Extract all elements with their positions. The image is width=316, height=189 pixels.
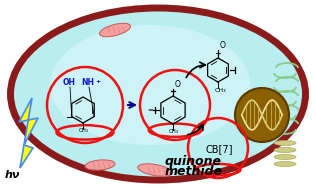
Text: hν: hν (5, 170, 21, 180)
Text: CH₃: CH₃ (215, 88, 227, 93)
Text: OH: OH (63, 78, 76, 87)
Text: CH₃: CH₃ (169, 129, 179, 134)
Ellipse shape (10, 8, 306, 180)
Text: =: = (147, 107, 153, 113)
Ellipse shape (274, 147, 296, 153)
Ellipse shape (100, 23, 131, 37)
Text: CH₃: CH₃ (79, 128, 89, 133)
Text: methide: methide (165, 165, 223, 178)
Ellipse shape (274, 154, 296, 160)
Ellipse shape (274, 161, 296, 167)
Ellipse shape (274, 140, 296, 146)
Text: +: + (95, 79, 100, 84)
Text: quinone: quinone (165, 155, 222, 168)
Ellipse shape (50, 25, 250, 145)
Ellipse shape (138, 164, 172, 176)
Text: O: O (220, 41, 226, 50)
Circle shape (235, 88, 289, 142)
Ellipse shape (85, 160, 115, 170)
Text: O: O (175, 80, 181, 89)
Text: CB[7]: CB[7] (206, 144, 234, 154)
Text: NH: NH (81, 78, 94, 87)
Polygon shape (19, 98, 38, 168)
